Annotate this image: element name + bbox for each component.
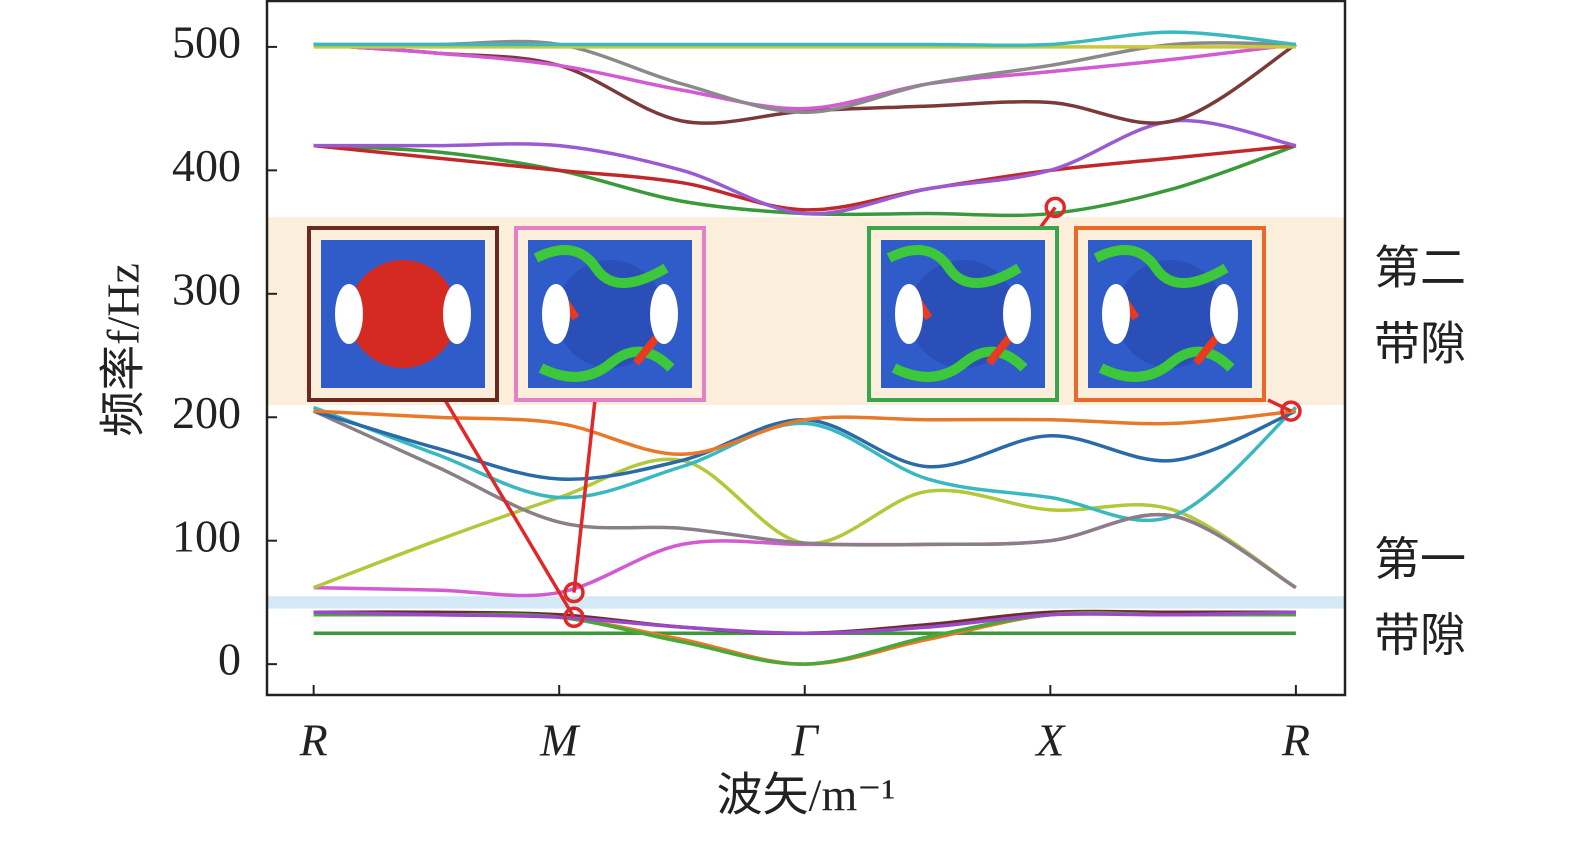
inset-hole	[335, 284, 363, 344]
x-axis-label: 波矢/m⁻¹	[717, 770, 896, 821]
y-tick-label: 300	[172, 263, 241, 314]
inset-hole	[895, 284, 923, 344]
marker	[563, 606, 585, 628]
inset-sphere	[556, 260, 664, 368]
band-line	[313, 42, 1297, 111]
inset-frame	[514, 226, 706, 402]
inset-sphere	[909, 260, 1017, 368]
inset-stress	[1093, 245, 1235, 382]
marker	[1044, 196, 1066, 219]
y-tick-label: 400	[172, 140, 241, 191]
inset-hole	[1003, 284, 1031, 344]
y-tick-label: 200	[172, 387, 241, 438]
inset-frame	[307, 226, 499, 402]
band-line	[313, 409, 1297, 457]
inset-sphere	[1116, 260, 1224, 368]
inset-hole	[1102, 284, 1130, 344]
callout-line	[443, 399, 576, 619]
x-tick-label: Γ	[791, 715, 820, 766]
inset-stress	[886, 245, 1028, 382]
y-axis-label: 频率f/Hz	[98, 263, 149, 437]
x-tick-label: X	[1034, 715, 1066, 766]
inset-hole	[542, 284, 570, 344]
band-line	[313, 118, 1297, 216]
plot-frame	[265, 0, 1347, 697]
y-tick-label: 100	[172, 510, 241, 561]
inset-hole	[1210, 284, 1238, 344]
callout-line	[1038, 206, 1057, 230]
callout-line	[1267, 398, 1292, 413]
x-tick-label: R	[1281, 715, 1310, 766]
inset-sphere	[349, 260, 457, 368]
band-line	[313, 513, 1297, 598]
band-line	[313, 143, 1297, 218]
y-tick-label: 0	[218, 634, 241, 685]
inset-stress	[533, 245, 675, 382]
band-line	[313, 611, 1296, 666]
band-label: 带隙	[1374, 610, 1466, 661]
band-line	[312, 409, 1297, 590]
callout-line	[572, 399, 597, 593]
inset-hole	[443, 284, 471, 344]
inset-hole	[650, 284, 678, 344]
marker	[563, 581, 585, 604]
inset-frame	[1074, 226, 1266, 402]
band-line	[313, 405, 1298, 523]
y-tick-label: 500	[172, 16, 241, 67]
band-line	[313, 39, 1296, 115]
band-line	[313, 143, 1297, 212]
band-line	[313, 30, 1297, 48]
band-line	[313, 611, 1296, 666]
band-label: 带隙	[1374, 319, 1466, 370]
inset-frame	[867, 226, 1059, 402]
band-line	[313, 610, 1296, 636]
x-tick-label: R	[299, 715, 328, 766]
band-label: 第二	[1374, 243, 1466, 294]
band-gap	[267, 596, 1345, 609]
band-label: 第一	[1374, 534, 1466, 585]
x-tick-label: M	[539, 715, 581, 766]
marker	[1280, 400, 1302, 422]
